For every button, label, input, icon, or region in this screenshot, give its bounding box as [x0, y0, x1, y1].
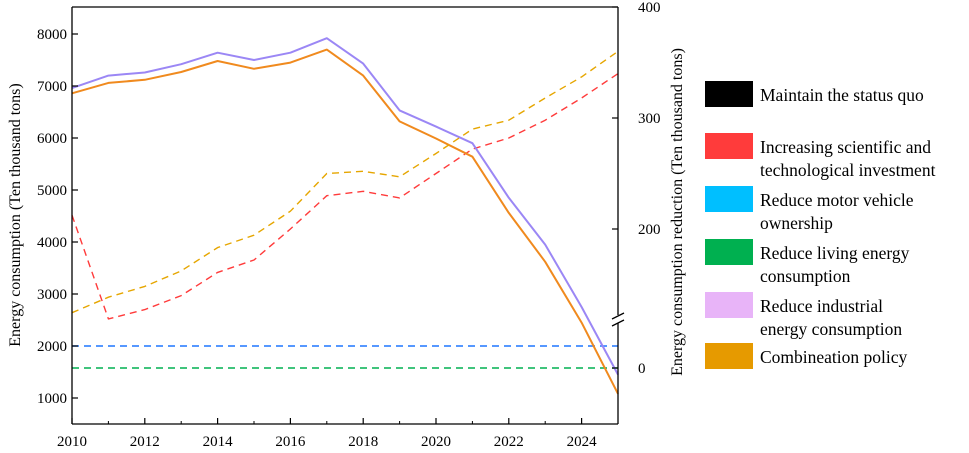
legend-label: technological investment — [760, 160, 936, 180]
x-tick-label: 2018 — [348, 434, 378, 450]
legend: Maintain the status quo Increasing scient… — [705, 81, 936, 369]
left-y-tick-label: 1000 — [37, 391, 67, 407]
axis-break-mark — [611, 312, 625, 320]
right-axis-title: Energy consumption reduction (Ten thousa… — [669, 48, 686, 376]
x-tick-label: 2016 — [275, 434, 306, 450]
series-line-combineation-policy — [71, 48, 619, 395]
series-line-combineation-policy-reduction — [71, 50, 619, 314]
legend-swatch — [705, 81, 753, 107]
legend-label: Combineation policy — [760, 347, 908, 367]
legend-swatch — [705, 343, 753, 369]
legend-swatch — [705, 239, 753, 265]
axes: 2010 2012 2014 2016 2018 2020 2022 202410002000… — [7, 0, 686, 450]
legend-label: consumption — [760, 266, 851, 286]
legend-swatch — [705, 133, 753, 159]
legend-label: Maintain the status quo — [760, 85, 924, 105]
legend-label: energy consumption — [760, 319, 902, 339]
left-y-tick-label: 3000 — [37, 287, 67, 303]
legend-label: Reduce motor vehicle — [760, 190, 914, 210]
left-y-tick-label: 5000 — [37, 183, 67, 199]
x-tick-label: 2014 — [203, 434, 234, 450]
x-tick-label: 2012 — [130, 434, 160, 450]
legend-swatch — [705, 292, 753, 318]
right-y-tick-label: 0 — [638, 361, 646, 377]
right-y-tick-label: 200 — [638, 222, 661, 238]
left-axis-title: Energy consumption (Ten thousand tons) — [7, 83, 24, 346]
legend-label: ownership — [760, 213, 833, 233]
x-tick-label: 2024 — [567, 434, 598, 450]
axis-break-mark — [611, 319, 625, 327]
legend-label: Reduce industrial — [760, 296, 883, 316]
x-tick-label: 2020 — [421, 434, 451, 450]
left-y-tick-label: 4000 — [37, 235, 67, 251]
x-tick-label: 2010 — [57, 434, 87, 450]
right-y-tick-label: 400 — [638, 0, 661, 16]
right-y-tick-label: 300 — [638, 111, 661, 127]
legend-label: Reduce living energy — [760, 243, 910, 263]
series-layer — [71, 37, 619, 395]
legend-swatch — [705, 186, 753, 212]
left-y-tick-label: 7000 — [37, 79, 67, 95]
left-y-tick-label: 2000 — [37, 339, 67, 355]
legend-label: Increasing scientific and — [760, 137, 931, 157]
left-y-tick-label: 6000 — [37, 131, 67, 147]
series-line-reduce-industrial-energy-consumption — [71, 37, 619, 376]
x-tick-label: 2022 — [494, 434, 524, 450]
left-y-tick-label: 8000 — [37, 27, 67, 43]
